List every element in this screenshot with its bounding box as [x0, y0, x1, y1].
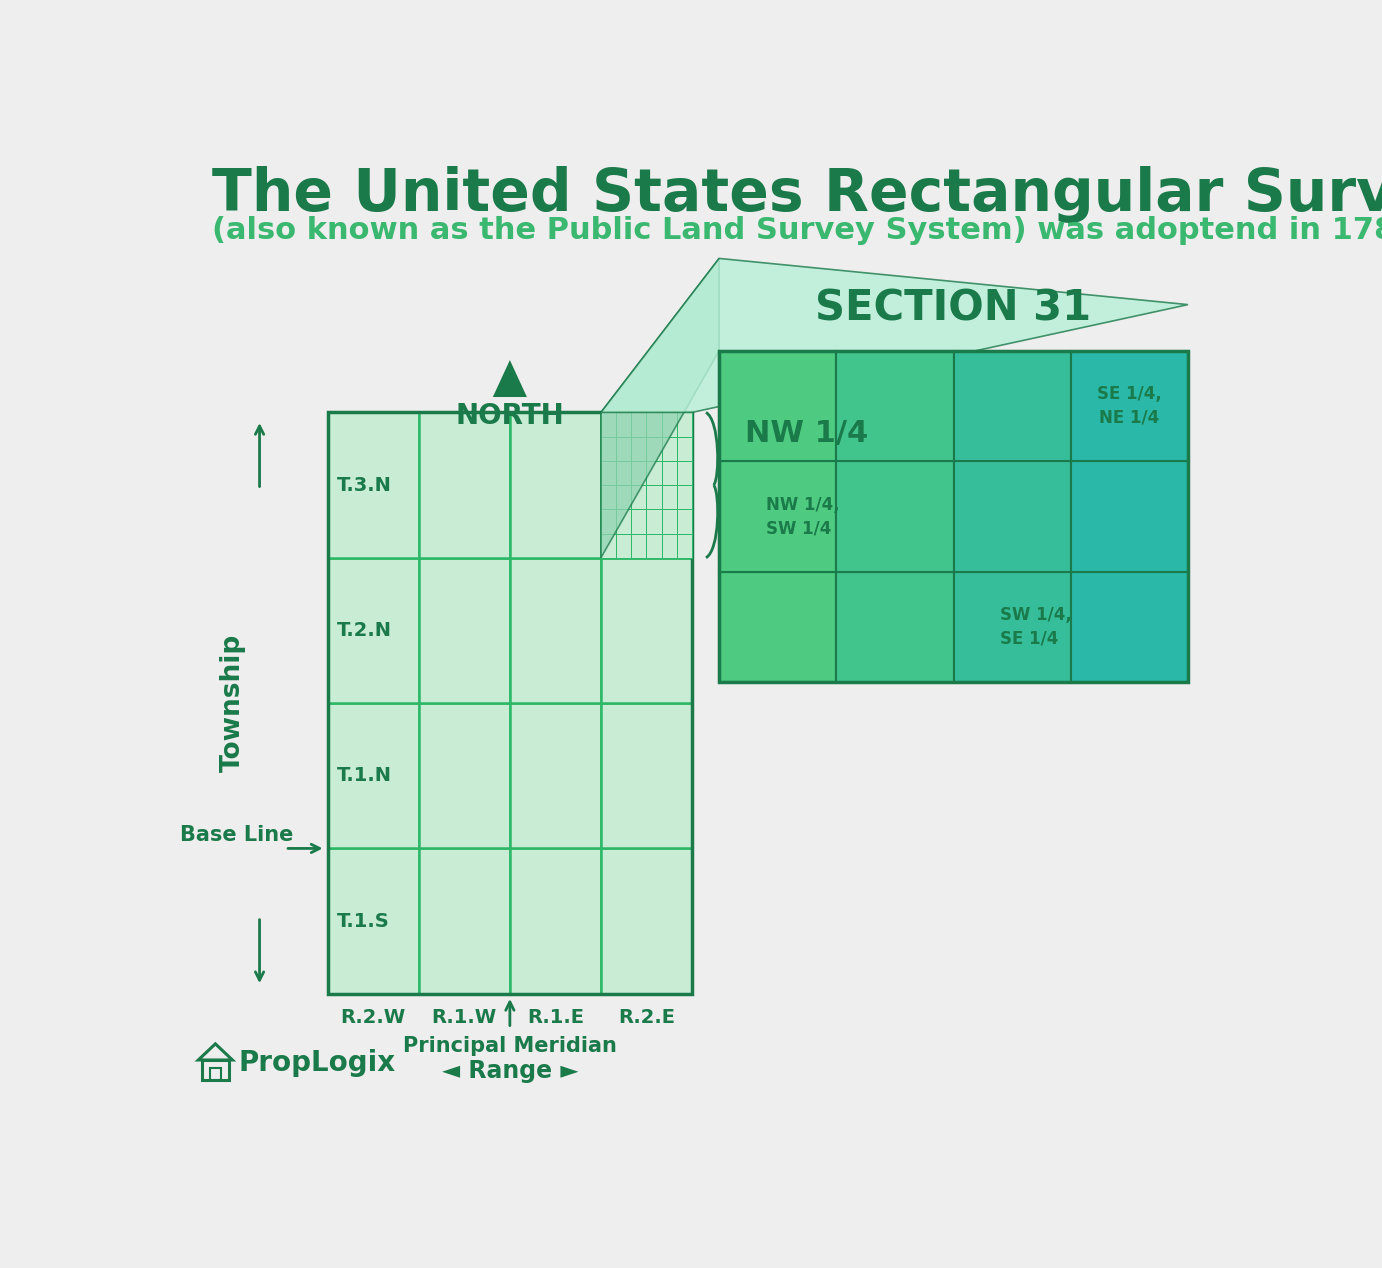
Bar [647, 510, 662, 534]
Bar [616, 534, 632, 558]
Bar [662, 460, 677, 486]
Bar [328, 412, 419, 558]
Text: 36 Sections
in each Township: 36 Sections in each Township [732, 456, 900, 502]
Text: PropLogix: PropLogix [239, 1049, 395, 1077]
Text: R.2.E: R.2.E [618, 1008, 674, 1027]
Text: Base Line: Base Line [181, 825, 294, 846]
Bar [419, 412, 510, 558]
Text: T.1.S: T.1.S [337, 912, 390, 931]
Bar [677, 460, 692, 486]
Bar [677, 486, 692, 510]
Text: SE 1/4,
NE 1/4: SE 1/4, NE 1/4 [1097, 385, 1162, 427]
Text: Principal Meridian: Principal Meridian [404, 1036, 616, 1056]
Bar [677, 436, 692, 460]
Text: R.2.W: R.2.W [340, 1008, 406, 1027]
Bar [647, 460, 662, 486]
Polygon shape [601, 259, 719, 558]
Bar [662, 436, 677, 460]
Text: NW 1/4: NW 1/4 [745, 420, 869, 448]
Bar [328, 848, 419, 994]
Bar [616, 412, 632, 436]
Bar [677, 534, 692, 558]
Bar [601, 460, 616, 486]
Text: T.3.N: T.3.N [337, 476, 392, 495]
Text: R.1.E: R.1.E [527, 1008, 585, 1027]
Bar [616, 486, 632, 510]
Bar [210, 1068, 221, 1080]
Bar [632, 486, 647, 510]
Text: NW 1/4,
SW 1/4: NW 1/4, SW 1/4 [766, 496, 840, 538]
Text: T.2.N: T.2.N [337, 621, 392, 640]
Text: ◄ Range ►: ◄ Range ► [442, 1059, 578, 1083]
Bar [328, 702, 419, 848]
Bar [647, 534, 662, 558]
Bar [202, 1060, 228, 1080]
Bar [601, 510, 616, 534]
Bar [601, 848, 692, 994]
Bar [647, 436, 662, 460]
Bar [616, 460, 632, 486]
Bar [632, 436, 647, 460]
Bar [601, 486, 616, 510]
Bar [836, 572, 954, 682]
Bar [662, 534, 677, 558]
Bar [647, 412, 662, 436]
Bar [601, 412, 692, 558]
Bar [1071, 351, 1189, 462]
Text: (also known as the Public Land Survey System) was adoptend in 1785.: (also known as the Public Land Survey Sy… [211, 216, 1382, 245]
Bar [677, 510, 692, 534]
Text: T.1.N: T.1.N [337, 766, 392, 785]
Bar [616, 510, 632, 534]
Bar [632, 412, 647, 436]
Bar [836, 462, 954, 572]
Bar [510, 848, 601, 994]
Bar [719, 351, 836, 462]
Bar [677, 412, 692, 436]
Bar [1071, 462, 1189, 572]
Text: The United States Rectangular Survey System: The United States Rectangular Survey Sys… [211, 166, 1382, 223]
Bar [662, 412, 677, 436]
Bar [719, 351, 1189, 682]
Bar [719, 462, 836, 572]
Text: Township: Township [220, 634, 246, 772]
Bar [632, 460, 647, 486]
Bar [647, 486, 662, 510]
Bar [1071, 572, 1189, 682]
Bar [632, 510, 647, 534]
Bar [510, 412, 601, 558]
Bar [328, 558, 419, 702]
Bar [419, 848, 510, 994]
Bar [510, 702, 601, 848]
Polygon shape [493, 360, 527, 397]
Bar [616, 436, 632, 460]
Text: SECTION 31: SECTION 31 [815, 288, 1092, 330]
Text: SW 1/4,
SE 1/4: SW 1/4, SE 1/4 [1001, 606, 1072, 648]
Bar [419, 702, 510, 848]
Bar [601, 558, 692, 702]
Bar [419, 558, 510, 702]
Text: R.1.W: R.1.W [431, 1008, 498, 1027]
Bar [954, 351, 1071, 462]
Text: NORTH: NORTH [456, 402, 564, 430]
Bar [601, 702, 692, 848]
Bar [662, 510, 677, 534]
Bar [836, 351, 954, 462]
Bar [510, 558, 601, 702]
Bar [954, 462, 1071, 572]
Bar [601, 412, 616, 436]
Bar [328, 412, 692, 994]
Bar [601, 436, 616, 460]
Bar [954, 572, 1071, 682]
Bar [719, 572, 836, 682]
Bar [662, 486, 677, 510]
Bar [632, 534, 647, 558]
Polygon shape [601, 259, 1189, 412]
Bar [601, 534, 616, 558]
